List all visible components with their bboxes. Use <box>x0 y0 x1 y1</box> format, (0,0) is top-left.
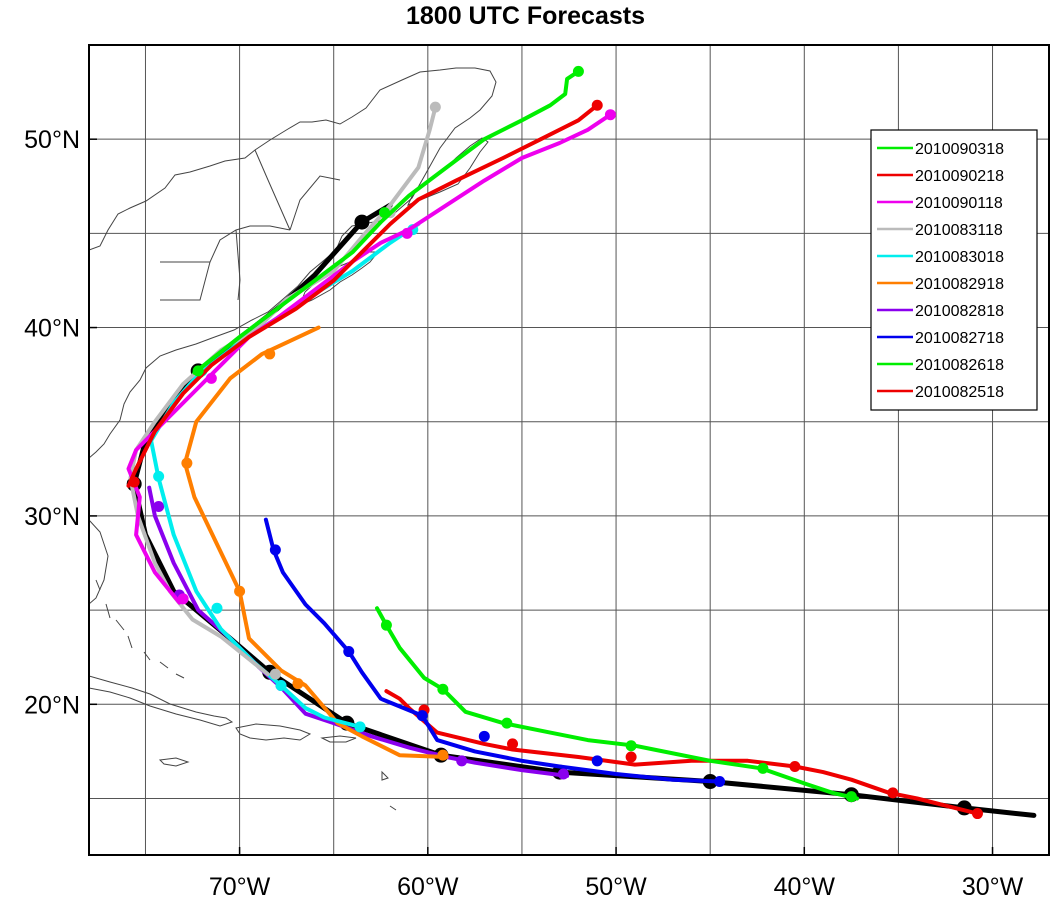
legend-label: 2010082718 <box>915 330 1004 347</box>
position-dot-2010082518 <box>971 808 983 820</box>
position-dot-2010090318 <box>192 365 204 377</box>
position-dot-2010082618 <box>625 740 637 752</box>
position-dot-2010082718 <box>416 710 428 722</box>
position-dot-2010083018 <box>211 602 223 614</box>
position-dot-2010082818 <box>153 501 165 513</box>
legend-label: 2010082618 <box>915 357 1004 374</box>
position-dot-2010082918 <box>292 678 304 690</box>
jamaica-coastline <box>158 757 190 767</box>
position-dot-2010090118 <box>205 372 217 384</box>
legend-label: 2010083118 <box>915 222 1003 239</box>
hispaniola-coastline <box>235 723 312 741</box>
legend-label: 2010082818 <box>915 303 1004 320</box>
position-dot-best-track <box>354 214 370 230</box>
position-dot-2010082518 <box>625 751 637 763</box>
position-dot-2010082918 <box>181 457 193 469</box>
lat-tick-label: 40°N <box>24 315 80 343</box>
lon-tick-label: 60°W <box>397 873 459 900</box>
lesser-antilles <box>381 770 397 811</box>
position-dot-2010090118 <box>177 593 189 605</box>
position-dot-2010082618 <box>380 619 392 631</box>
axis-tick-labels: 70°W 60°W 50°W 40°W 30°W 20°N 30°N 40°N 50°N <box>24 126 1023 900</box>
chart-title: 1800 UTC Forecasts <box>405 2 645 30</box>
position-dot-2010082718 <box>343 646 355 658</box>
track-2010090118 <box>126 112 613 605</box>
position-dot-2010082718 <box>714 776 726 788</box>
position-dot-2010082618 <box>437 683 449 695</box>
lat-tick-label: 20°N <box>24 691 80 719</box>
position-dot-2010082818 <box>557 768 569 780</box>
position-dot-2010082818 <box>456 755 468 767</box>
position-dot-2010082618 <box>501 717 513 729</box>
position-dot-2010090218 <box>128 476 140 488</box>
lon-tick-label: 40°W <box>774 873 836 900</box>
position-dot-2010082718 <box>591 755 603 767</box>
position-dot-2010090118 <box>401 227 413 239</box>
position-dot-2010090118 <box>604 109 616 121</box>
position-dot-2010082918 <box>234 585 246 597</box>
legend-label: 2010090318 <box>915 141 1004 158</box>
position-dot-2010082918 <box>264 348 276 360</box>
position-dot-2010082918 <box>437 749 449 761</box>
position-dot-2010082518 <box>507 738 519 750</box>
puerto-rico-coastline <box>320 735 357 743</box>
track-2010083118 <box>128 105 438 677</box>
legend-label: 2010082518 <box>915 384 1004 401</box>
position-dot-2010083018 <box>354 721 366 733</box>
lon-tick-label: 50°W <box>585 873 647 900</box>
lat-tick-label: 30°N <box>24 503 80 531</box>
position-dot-2010083118 <box>269 668 281 680</box>
forecast-tracks <box>126 65 1037 820</box>
florida-coastline <box>89 519 109 605</box>
plot-frame <box>88 44 1050 856</box>
cuba-coastline <box>89 675 234 727</box>
lat-tick-label: 50°N <box>24 126 80 154</box>
track-2010082918 <box>183 325 449 759</box>
track-2010090218 <box>126 103 600 488</box>
position-dot-2010082518 <box>789 760 801 772</box>
position-dot-2010083018 <box>275 679 287 691</box>
legend-label: 2010090218 <box>915 168 1004 185</box>
position-dot-2010083018 <box>153 470 165 482</box>
lon-tick-label: 70°W <box>209 873 271 900</box>
position-dot-2010082718 <box>269 544 281 556</box>
position-dot-2010082518 <box>887 787 899 799</box>
legend-label: 2010090118 <box>915 195 1003 212</box>
north-america-coastline <box>89 67 497 459</box>
position-dot-2010090318 <box>572 65 584 77</box>
position-dot-2010082718 <box>478 730 490 742</box>
position-dot-2010090318 <box>379 207 391 219</box>
bahamas <box>95 579 185 679</box>
track-2010082618 <box>375 606 859 801</box>
inland-borders <box>160 149 341 301</box>
track-2010090318 <box>192 69 581 375</box>
position-dot-2010090218 <box>591 99 603 111</box>
legend: 2010090318 2010090218 2010090118 2010083118… <box>870 129 1038 411</box>
track-2010082718 <box>263 517 722 784</box>
position-dot-2010082618 <box>757 762 769 774</box>
legend-label: 2010083018 <box>915 249 1004 266</box>
position-dot-2010082618 <box>845 791 857 803</box>
position-dot-2010083118 <box>429 101 441 113</box>
lon-tick-label: 30°W <box>962 873 1024 900</box>
legend-label: 2010082918 <box>915 276 1004 293</box>
